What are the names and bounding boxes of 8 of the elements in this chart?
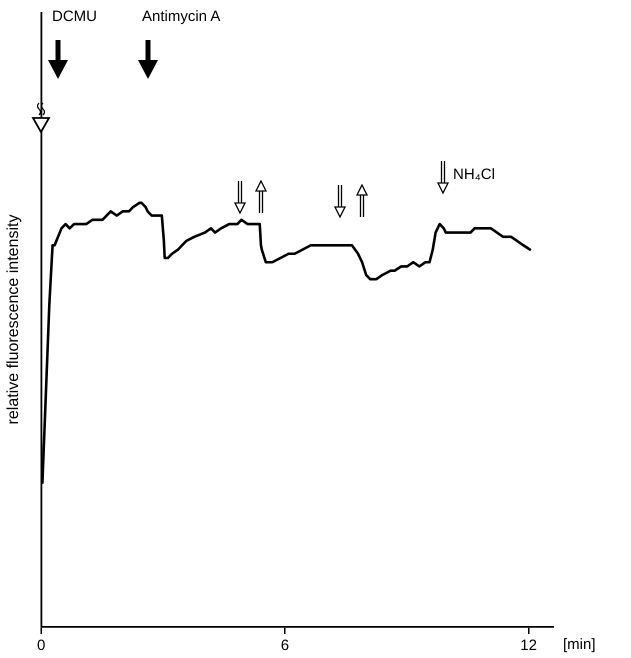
x-tick-label: 12 bbox=[520, 637, 537, 654]
text: DCMU bbox=[52, 8, 97, 25]
text: Antimycin A bbox=[142, 8, 220, 25]
x-axis-title: [min] bbox=[563, 636, 596, 654]
x-tick-label: 6 bbox=[280, 637, 290, 654]
text: NH₄Cl bbox=[453, 166, 495, 183]
y-axis-title: relative fluorescence intensity bbox=[5, 214, 22, 424]
x-tick-label: 0 bbox=[37, 637, 46, 654]
